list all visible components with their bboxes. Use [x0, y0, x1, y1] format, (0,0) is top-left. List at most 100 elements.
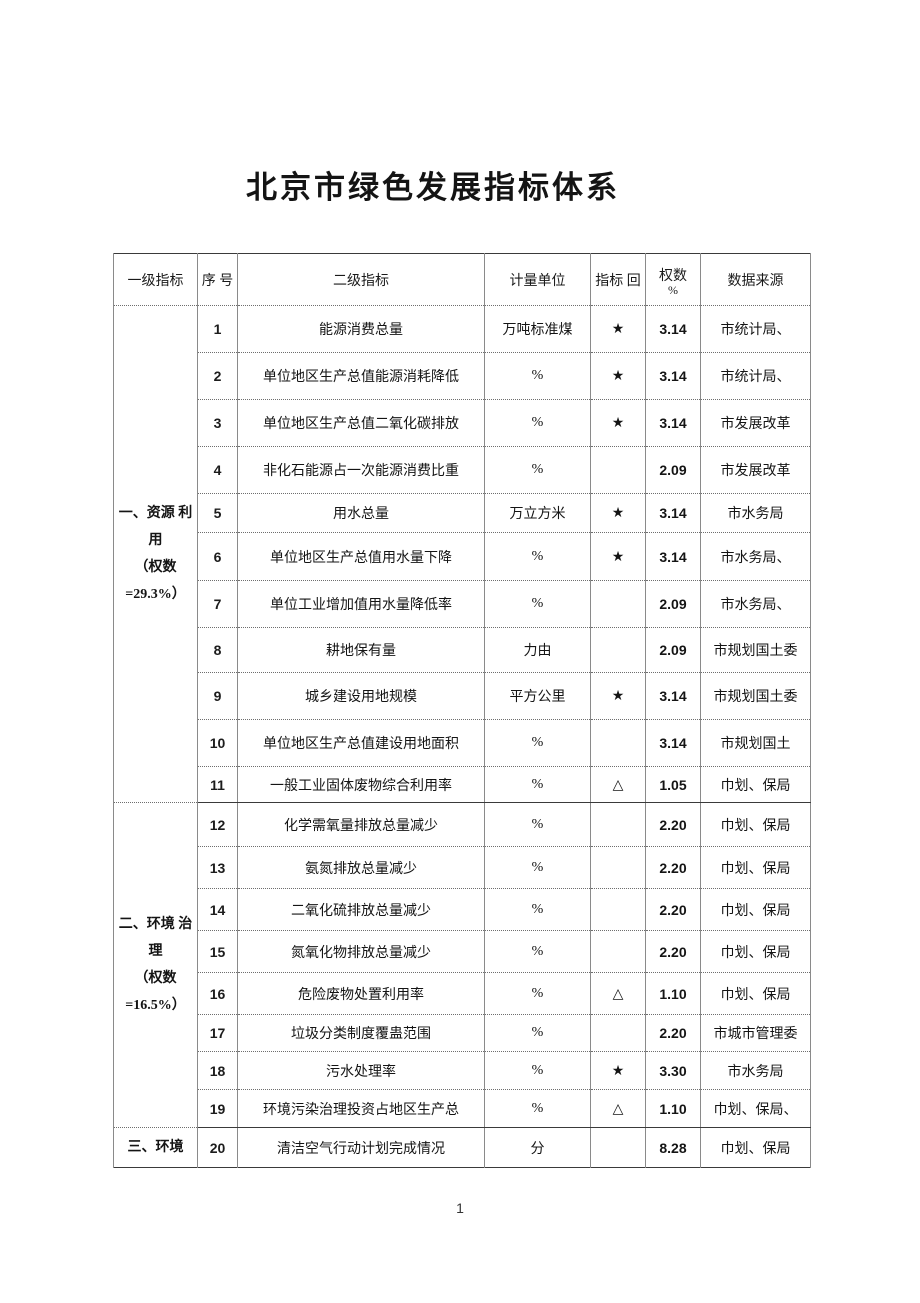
weight-cell: 3.14 [645, 719, 701, 767]
unit-cell: 力由 [484, 627, 591, 673]
indicator-name-cell: 用水总量 [237, 493, 485, 533]
source-cell: 巾划、保局 [700, 846, 811, 889]
unit-cell: % [484, 802, 591, 847]
group-label-line: =16.5%） [125, 998, 186, 1013]
source-cell: 巾划、保局 [700, 802, 811, 847]
indicator-name-cell: 一般工业固体废物综合利用率 [237, 766, 485, 803]
row-number-cell: 18 [197, 1051, 238, 1090]
indicator-name-cell: 污水处理率 [237, 1051, 485, 1090]
indicator-name-cell: 危险废物处置利用率 [237, 972, 485, 1015]
unit-cell: % [484, 446, 591, 494]
mark-cell [590, 846, 646, 889]
indicators-table: 一级指标 序 号 二级指标 计量单位 指标 回 权数 % 数据来源 一、资源 利… [113, 253, 811, 1168]
table-row: 8 耕地保有量 力由 2.09 市规划国土委 [114, 627, 811, 673]
group-label-line: 一、资源 利用 [118, 506, 193, 548]
indicator-name-cell: 垃圾分类制度覆蛊范围 [237, 1014, 485, 1052]
mark-cell: ★ [590, 493, 646, 533]
weight-cell: 3.30 [645, 1051, 701, 1090]
table-row: 9 城乡建设用地规模 平方公里 ★ 3.14 市规划国土委 [114, 672, 811, 720]
weight-cell: 2.09 [645, 580, 701, 628]
source-cell: 巾划、保局 [700, 888, 811, 931]
table-row: 13 氨氮排放总量减少 % 2.20 巾划、保局 [114, 846, 811, 889]
row-number-cell: 2 [197, 352, 238, 400]
source-cell: 巾划、保局 [700, 1127, 811, 1168]
weight-cell: 1.10 [645, 1089, 701, 1128]
mark-cell: △ [590, 766, 646, 803]
weight-cell: 2.20 [645, 846, 701, 889]
weight-cell: 3.14 [645, 352, 701, 400]
group-label-line: =29.3%） [125, 587, 186, 602]
source-cell: 市水务局 [700, 493, 811, 533]
mark-cell: △ [590, 1089, 646, 1128]
source-cell: 巾划、保局 [700, 766, 811, 803]
table-row: 14 二氧化硫排放总量减少 % 2.20 巾划、保局 [114, 888, 811, 931]
row-number-cell: 8 [197, 627, 238, 673]
unit-cell: % [484, 719, 591, 767]
unit-cell: % [484, 766, 591, 803]
weight-cell: 3.14 [645, 532, 701, 581]
page-number: 1 [456, 1200, 464, 1216]
table-row: 三、环境 20 清洁空气行动计划完成情况 分 8.28 巾划、保局 [113, 1127, 811, 1168]
row-number-cell: 9 [197, 672, 238, 720]
unit-cell: % [484, 399, 591, 447]
source-cell: 市发展改革 [700, 399, 811, 447]
source-cell: 巾划、保局、 [700, 1089, 811, 1128]
unit-cell: % [484, 888, 591, 931]
header-weight-unit: % [668, 282, 678, 297]
unit-cell: 平方公里 [484, 672, 591, 720]
indicator-name-cell: 单位工业增加值用水量降低率 [237, 580, 485, 628]
indicator-name-cell: 氨氮排放总量减少 [237, 846, 485, 889]
mark-cell: ★ [590, 399, 646, 447]
indicator-name-cell: 单位地区生产总值用水量下降 [237, 532, 485, 581]
row-number-cell: 3 [197, 399, 238, 447]
indicator-name-cell: 耕地保有量 [237, 627, 485, 673]
unit-cell: 分 [484, 1127, 591, 1168]
group-cell-resource-utilization: 一、资源 利用 （权数 =29.3%） [113, 305, 198, 803]
source-cell: 市发展改革 [700, 446, 811, 494]
mark-cell [590, 1127, 646, 1168]
header-level1-indicator: 一级指标 [113, 253, 198, 306]
row-number-cell: 7 [197, 580, 238, 628]
row-number-cell: 20 [197, 1127, 238, 1168]
header-unit: 计量单位 [484, 253, 591, 306]
indicator-name-cell: 能源消费总量 [237, 305, 485, 353]
row-number-cell: 1 [197, 305, 238, 353]
weight-cell: 2.09 [645, 446, 701, 494]
row-number-cell: 12 [197, 802, 238, 847]
unit-cell: % [484, 1051, 591, 1090]
weight-cell: 2.09 [645, 627, 701, 673]
mark-cell [590, 802, 646, 847]
mark-cell: ★ [590, 305, 646, 353]
source-cell: 市规划国土委 [700, 627, 811, 673]
mark-cell [590, 930, 646, 973]
row-number-cell: 10 [197, 719, 238, 767]
table-row: 4 非化石能源占一次能源消费比重 % 2.09 市发展改革 [114, 446, 811, 494]
mark-cell [590, 446, 646, 494]
weight-cell: 3.14 [645, 672, 701, 720]
table-row: 6 单位地区生产总值用水量下降 % ★ 3.14 市水务局、 [114, 532, 811, 581]
mark-cell: ★ [590, 1051, 646, 1090]
row-number-cell: 6 [197, 532, 238, 581]
row-number-cell: 16 [197, 972, 238, 1015]
table-row: 3 单位地区生产总值二氧化碳排放 % ★ 3.14 市发展改革 [114, 399, 811, 447]
table-row: 二、环境 治理 （权数 =16.5%） 12 化学需氧量排放总量减少 % 2.2… [113, 802, 811, 1128]
mark-cell: ★ [590, 352, 646, 400]
indicator-name-cell: 单位地区生产总值建设用地面积 [237, 719, 485, 767]
unit-cell: % [484, 1014, 591, 1052]
header-level2-indicator: 二级指标 [237, 253, 485, 306]
group-label-line: 三、环境 [127, 1140, 184, 1155]
table-row: 19 环境污染治理投资占地区生产总 % △ 1.10 巾划、保局、 [114, 1089, 811, 1128]
row-number-cell: 4 [197, 446, 238, 494]
mark-cell [590, 580, 646, 628]
row-number-cell: 19 [197, 1089, 238, 1128]
table-row: 7 单位工业增加值用水量降低率 % 2.09 市水务局、 [114, 580, 811, 628]
weight-cell: 2.20 [645, 802, 701, 847]
indicator-name-cell: 清洁空气行动计划完成情况 [237, 1127, 485, 1168]
table-row: 5 用水总量 万立方米 ★ 3.14 市水务局 [114, 493, 811, 533]
source-cell: 市统计局、 [700, 305, 811, 353]
row-number-cell: 13 [197, 846, 238, 889]
weight-cell: 2.20 [645, 888, 701, 931]
unit-cell: % [484, 580, 591, 628]
unit-cell: % [484, 846, 591, 889]
weight-cell: 3.14 [645, 493, 701, 533]
